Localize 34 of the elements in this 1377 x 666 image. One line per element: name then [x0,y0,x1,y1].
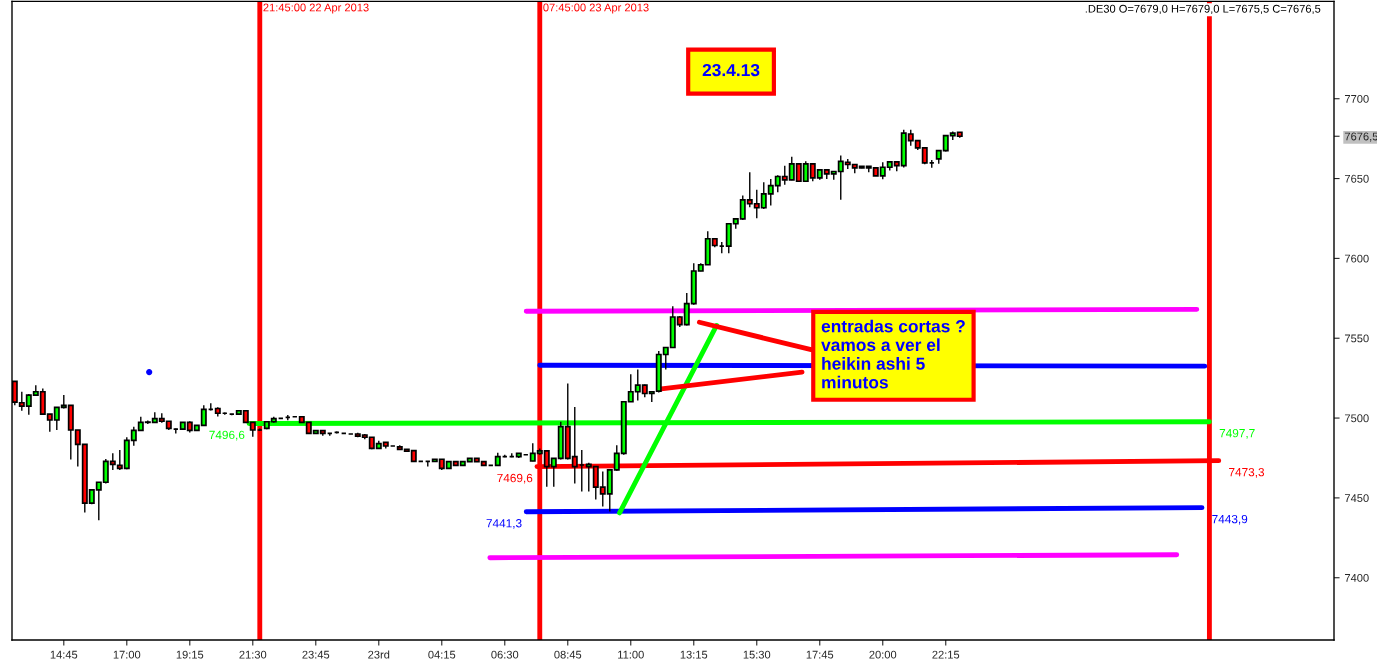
annotation: .DE30 O=7679,0 H=7679,0 L=7675,5 C=7676,5 [1085,4,1321,14]
ref-line-label: 07:45:00 23 Apr 2013 [543,3,649,14]
data-label: 7469,6 [497,473,533,484]
data-label: 7441,3 [486,519,522,529]
x-tick-label: 19:15 [176,650,204,659]
y-tick-label: 7450 [1344,494,1369,503]
y-tick-label: 7500 [1344,414,1369,423]
x-tick-label: 13:15 [680,650,708,659]
x-tick-label: 20:00 [869,650,897,659]
x-tick-label: 17:00 [113,650,141,659]
annotation: entradas cortas ? vamos a ver el heikin ashi 5 minutos [821,319,965,389]
y-tick-label: 7400 [1344,574,1369,582]
x-tick-label: 23:45 [302,650,330,659]
x-tick-label: 04:15 [428,650,456,659]
x-tick-label: 08:45 [554,650,582,659]
annotation: 23.4.13 [702,63,760,77]
data-label: 7443,9 [1212,514,1248,525]
y-tick-label: 7600 [1344,254,1369,263]
x-tick-label: 21:30 [239,650,267,659]
y-tick-label: 7550 [1344,334,1369,343]
x-tick-label: 22:15 [932,650,960,659]
x-tick-label: 23rd [368,650,390,659]
y-tick-label: 7676,5 [1344,132,1377,142]
data-label: 7497,7 [1219,428,1255,439]
x-tick-label: 15:30 [743,650,771,659]
x-tick-label: 06:30 [491,650,519,659]
y-tick-label: 7650 [1344,174,1369,183]
x-tick-label: 11:00 [618,650,644,659]
ref-line-label: 21:45:00 22 Apr 2013 [263,3,369,14]
x-tick-label: 14:45 [50,650,78,659]
data-label: 7496,6 [209,430,245,441]
data-label: 7473,3 [1229,467,1265,478]
y-tick-label: 7700 [1344,95,1369,103]
x-tick-label: 17:45 [806,650,834,659]
